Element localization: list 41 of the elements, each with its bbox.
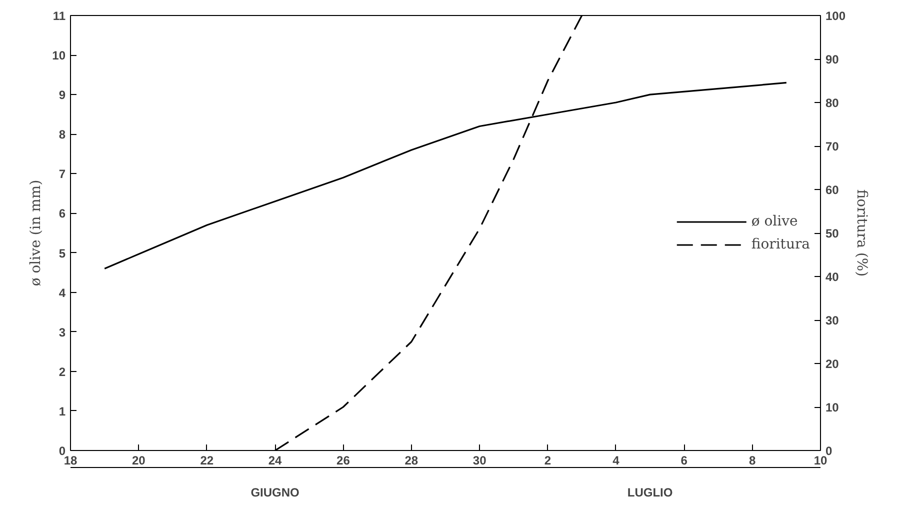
y-tick-label: 10 (52, 48, 66, 63)
y2-tick-label: 10 (826, 400, 840, 414)
x-tick-label: 28 (404, 454, 418, 468)
x-tick-label: 8 (748, 454, 756, 468)
text: GIUGNO (250, 486, 300, 500)
y2-tick-label: 70 (826, 140, 840, 154)
x-tick-label: 4 (612, 454, 620, 468)
x-tick-label: 20 (132, 454, 146, 468)
legend-label: fioritura (751, 236, 810, 252)
x-tick-label: 24 (268, 454, 282, 468)
x-tick-label: 30 (472, 454, 487, 468)
y-tick-label: 3 (58, 325, 66, 340)
x-tick-label: 2 (544, 454, 552, 468)
y2-tick-label: 80 (826, 96, 840, 110)
y2-axis-title: fioritura (%) (854, 189, 870, 277)
y-tick-label: 11 (52, 9, 66, 23)
x-tick-label: 18 (64, 454, 78, 468)
y2-tick-label: 100 (826, 9, 846, 23)
y-tick-label: 7 (58, 167, 66, 182)
y-tick-label: 1 (58, 404, 66, 418)
y-tick-label: 4 (58, 286, 66, 300)
y-tick-label: 5 (58, 246, 66, 260)
text: LUGLIO (627, 486, 673, 500)
legend-label: ø olive (751, 213, 798, 229)
y2-tick-label: 30 (826, 314, 840, 328)
y2-tick-label: 40 (826, 270, 840, 284)
x-tick-label: 26 (336, 454, 350, 468)
y-axis-title: ø olive (in mm) (28, 180, 44, 286)
y-tick-label: 0 (58, 444, 66, 458)
x-tick-label: 6 (680, 454, 688, 468)
y2-tick-label: 20 (826, 357, 840, 371)
y2-tick-label: 0 (826, 444, 832, 458)
y2-tick-label: 90 (826, 52, 840, 66)
y2-tick-label: 60 (826, 183, 840, 197)
y-tick-label: 8 (58, 128, 66, 142)
y2-tick-label: 50 (826, 226, 840, 240)
x-tick-label: 22 (200, 454, 214, 468)
x-tick-label: 10 (814, 454, 828, 468)
y-tick-label: 2 (58, 364, 66, 379)
y-tick-label: 9 (58, 88, 66, 102)
y-tick-label: 6 (58, 206, 66, 221)
